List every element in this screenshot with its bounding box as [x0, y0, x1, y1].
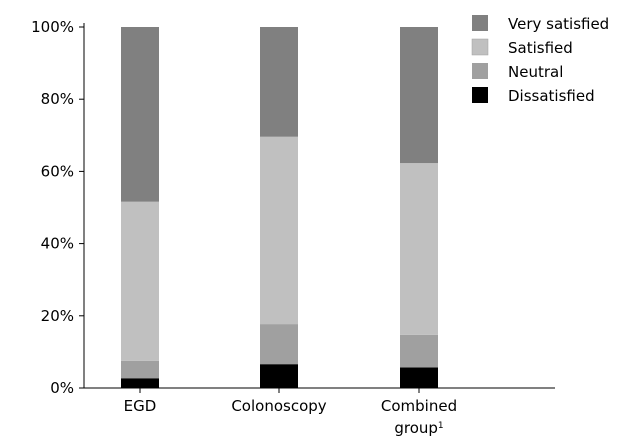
bar-segment-very-satisfied	[121, 27, 159, 202]
y-tick-label: 60%	[41, 162, 74, 180]
bar-segment-satisfied	[400, 163, 438, 335]
y-tick-label: 0%	[50, 379, 74, 397]
bars	[121, 27, 438, 388]
legend-label: Dissatisfied	[508, 87, 595, 105]
y-axis-ticks: 0% 20% 40% 60% 80% 100%	[31, 18, 420, 397]
legend-swatch	[472, 63, 488, 79]
bar-segment-very-satisfied	[400, 27, 438, 164]
x-category-label: Colonoscopy	[231, 397, 326, 415]
y-tick-label: 40%	[41, 235, 74, 253]
y-tick-label: 20%	[41, 307, 74, 325]
bar-segment-neutral	[121, 360, 159, 379]
bar-segment-neutral	[400, 334, 438, 368]
legend-label: Very satisfied	[508, 15, 609, 33]
bar-segment-neutral	[260, 324, 298, 365]
category-labels: EGD Colonoscopy Combined group1	[124, 397, 457, 437]
bar-segment-dissatisfied	[121, 378, 159, 388]
y-tick-label: 80%	[41, 90, 74, 108]
legend-swatch	[472, 87, 488, 103]
chart-axes	[83, 23, 555, 389]
y-tick-label: 100%	[31, 18, 74, 36]
bar-segment-satisfied	[260, 136, 298, 325]
legend-swatch	[472, 15, 488, 31]
bar-segment-very-satisfied	[260, 27, 298, 137]
bar-segment-dissatisfied	[260, 364, 298, 388]
x-category-label: Combined group1	[381, 397, 457, 437]
legend: Very satisfied Satisfied Neutral Dissatisfi…	[471, 15, 609, 105]
x-category-label: EGD	[124, 397, 157, 415]
bar-segment-satisfied	[121, 201, 159, 361]
legend-label: Neutral	[508, 63, 563, 81]
legend-swatch	[471, 38, 489, 56]
bar-segment-dissatisfied	[400, 367, 438, 388]
legend-label: Satisfied	[508, 39, 573, 57]
